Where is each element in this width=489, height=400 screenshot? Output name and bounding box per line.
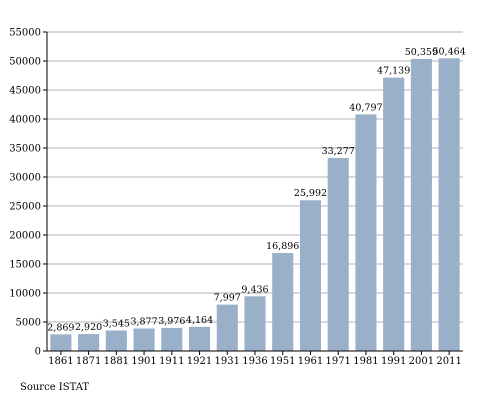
bar-1931 <box>216 304 238 351</box>
source-note: Source ISTAT <box>20 382 90 393</box>
data-label-1951: 16,896 <box>266 241 299 252</box>
x-tick-label-1871: 1871 <box>76 356 101 367</box>
data-label-1881: 3,545 <box>103 318 130 329</box>
y-tick-label: 10000 <box>9 289 41 300</box>
y-tick-label: 0 <box>35 347 41 358</box>
bar-1861 <box>50 334 72 351</box>
grid-lines <box>47 31 463 323</box>
bar-1981 <box>355 114 377 351</box>
x-tick-label-1991: 1991 <box>381 356 406 367</box>
data-label-1981: 40,797 <box>349 102 382 113</box>
bar-1961 <box>299 200 322 351</box>
bar-1991 <box>383 77 405 351</box>
y-tick-label: 30000 <box>9 173 41 184</box>
bar-1911 <box>161 327 183 351</box>
bar-2001 <box>410 58 432 352</box>
bar-1901 <box>133 328 155 351</box>
data-label-1911: 3,976 <box>158 316 185 327</box>
bar-1936 <box>244 296 266 351</box>
bar-1871 <box>78 334 100 351</box>
x-tick-label-1911: 1911 <box>159 356 184 367</box>
data-label-1971: 33,277 <box>322 146 355 157</box>
bar-1951 <box>272 253 294 351</box>
x-tick-label-1931: 1931 <box>215 356 240 367</box>
bar-2011 <box>438 58 460 351</box>
y-tick-label: 35000 <box>9 144 41 155</box>
y-axis-ticks: 0 5000 10000 15000 20000 25000 30000 35000 40000… <box>9 28 47 358</box>
bar-1971 <box>327 157 349 351</box>
x-tick-label-2011: 2011 <box>436 356 461 367</box>
data-label-1961: 25,992 <box>294 188 327 199</box>
y-tick-label: 15000 <box>9 260 41 271</box>
x-axis-ticks: 1861 1871 1881 1901 1911 1921 1931 1936 1951 1961… <box>48 351 462 367</box>
data-label-1936: 9,436 <box>241 284 268 295</box>
y-tick-label: 50000 <box>9 57 41 68</box>
data-label-1861: 2,869 <box>47 322 74 333</box>
data-label-1991: 47,139 <box>377 66 410 77</box>
x-tick-label-1861: 1861 <box>48 356 73 367</box>
x-tick-label-1951: 1951 <box>270 356 295 367</box>
x-tick-label-2001: 2001 <box>409 356 434 367</box>
y-tick-label: 55000 <box>9 28 41 39</box>
data-label-1921: 4,164 <box>186 315 213 326</box>
bar-1921 <box>188 326 211 351</box>
x-tick-label-1921: 1921 <box>187 356 212 367</box>
data-label-2011: 50,464 <box>433 46 466 57</box>
y-tick-label: 25000 <box>9 202 41 213</box>
x-tick-label-1936: 1936 <box>242 356 267 367</box>
y-tick-label: 5000 <box>16 318 41 329</box>
x-tick-label-1971: 1971 <box>325 356 350 367</box>
data-label-2001: 50,359 <box>405 47 438 58</box>
data-label-1901: 3,877 <box>130 317 157 328</box>
x-tick-label-1901: 1901 <box>131 356 156 367</box>
bar-1881 <box>105 330 127 351</box>
x-tick-label-1961: 1961 <box>298 356 323 367</box>
bars <box>50 58 460 352</box>
y-tick-label: 20000 <box>9 231 41 242</box>
x-tick-label-1981: 1981 <box>353 356 378 367</box>
data-label-1931: 7,997 <box>214 293 241 304</box>
x-tick-label-1881: 1881 <box>104 356 129 367</box>
y-tick-label: 40000 <box>9 115 41 126</box>
data-labels: 2,869 2,920 3,545 3,877 3,976 4,1647,9979,436… <box>47 46 465 333</box>
data-label-1871: 2,920 <box>75 322 102 333</box>
y-tick-label: 45000 <box>9 86 41 97</box>
